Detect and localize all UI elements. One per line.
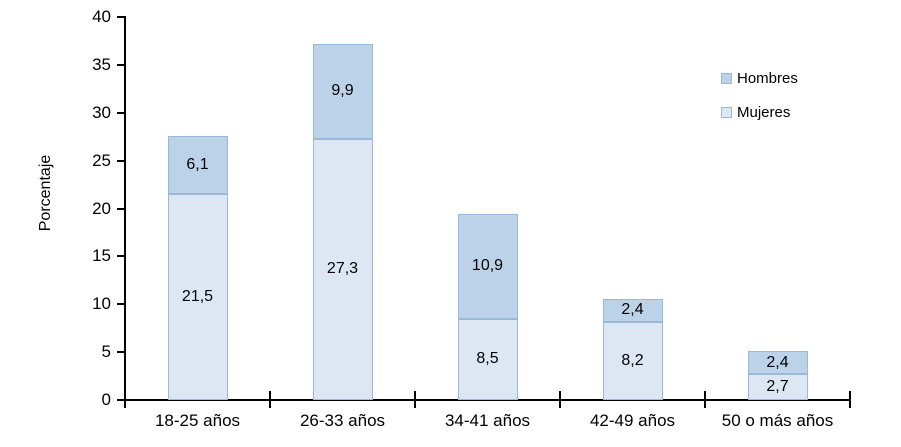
- bar-segment-mujeres-3: 8,2: [602, 321, 663, 400]
- bar-segment-hombres-0: 6,1: [167, 135, 228, 195]
- bar-segment-mujeres-2: 8,5: [457, 318, 518, 400]
- legend-label: Hombres: [737, 69, 798, 87]
- bar-value-label: 27,3: [326, 260, 359, 278]
- legend-item-hombres: Hombres: [721, 67, 798, 89]
- bar-segment-mujeres-4: 2,7: [747, 374, 808, 400]
- y-tick-label: 0: [101, 390, 111, 409]
- y-tick-label: 35: [92, 54, 111, 74]
- bar-segment-mujeres-1: 27,3: [312, 138, 373, 400]
- y-tick: [117, 303, 125, 306]
- bar-value-label: 2,4: [766, 353, 789, 371]
- bar-segment-hombres-3: 2,4: [602, 298, 663, 322]
- x-tick: [269, 391, 271, 408]
- y-tick: [117, 351, 125, 354]
- bar-value-label: 8,2: [621, 351, 644, 369]
- bar-segment-hombres-1: 9,9: [312, 43, 373, 139]
- x-tick: [414, 391, 416, 408]
- x-category-label-2: 34-41 años: [444, 411, 531, 430]
- bar-value-label: 6,1: [186, 155, 209, 173]
- bar-segment-mujeres-0: 21,5: [167, 194, 228, 400]
- y-tick: [117, 255, 125, 258]
- bar-value-label: 9,9: [331, 82, 354, 100]
- x-axis-line: [124, 399, 851, 401]
- x-category-label-3: 42-49 años: [589, 411, 676, 430]
- legend-swatch-hombres: [721, 72, 732, 84]
- x-tick: [559, 391, 561, 408]
- bar-value-label: 2,4: [621, 301, 644, 319]
- legend: Hombres Mujeres: [721, 67, 798, 135]
- y-tick: [117, 111, 125, 114]
- y-tick-label: 25: [92, 150, 111, 170]
- y-tick-label: 40: [92, 7, 111, 26]
- y-tick-label: 10: [92, 294, 111, 314]
- y-tick-label: 30: [92, 102, 111, 122]
- legend-label: Mujeres: [737, 103, 791, 121]
- y-tick-label: 20: [92, 198, 111, 218]
- x-category-label-1: 26-33 años: [299, 411, 386, 430]
- bar-segment-hombres-4: 2,4: [747, 351, 808, 375]
- bar-value-label: 8,5: [476, 350, 499, 368]
- y-tick: [117, 207, 125, 210]
- bar-value-label: 21,5: [181, 288, 214, 306]
- x-category-label-0: 18-25 años: [154, 411, 241, 430]
- bar-segment-hombres-2: 10,9: [457, 214, 518, 319]
- y-tick-label: 5: [101, 342, 111, 362]
- x-category-label-4: 50 o más años: [721, 411, 834, 430]
- y-tick: [117, 159, 125, 162]
- y-axis-line: [124, 16, 126, 408]
- bar-value-label: 2,7: [766, 378, 789, 396]
- legend-swatch-mujeres: [721, 106, 732, 118]
- x-tick: [124, 391, 126, 408]
- x-tick: [849, 391, 851, 408]
- y-tick: [117, 63, 125, 66]
- y-tick-label: 15: [92, 246, 111, 266]
- x-tick: [704, 391, 706, 408]
- y-tick: [117, 399, 125, 401]
- y-tick: [117, 16, 125, 18]
- legend-item-mujeres: Mujeres: [721, 101, 798, 123]
- bar-value-label: 10,9: [471, 257, 504, 275]
